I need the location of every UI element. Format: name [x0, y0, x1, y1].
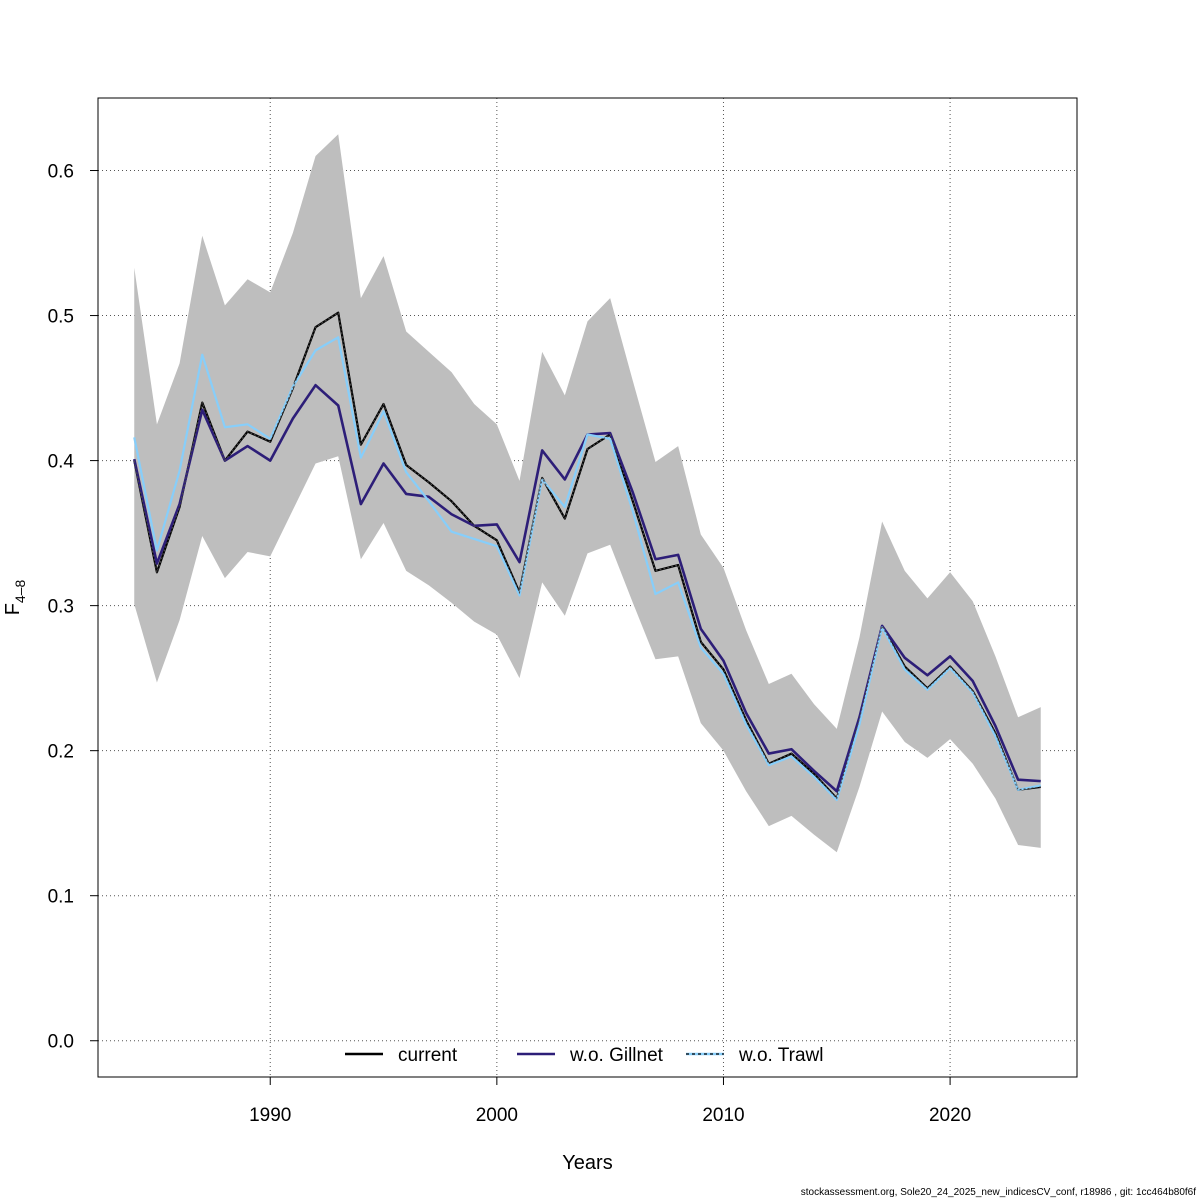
x-tick-label: 2020	[929, 1105, 971, 1126]
plot-frame	[97, 97, 1078, 1078]
legend-label-0: current	[398, 1045, 458, 1066]
x-tick-label: 2000	[476, 1105, 518, 1126]
y-axis-title-main: F	[2, 603, 24, 615]
legend-label-1: w.o. Gillnet	[569, 1045, 664, 1066]
confidence-band-layer	[134, 134, 1041, 853]
legend-label-2: w.o. Trawl	[738, 1045, 823, 1066]
legend: current w.o. Gillnet w.o. Trawl	[345, 1045, 823, 1066]
y-axis-title: F4–8	[2, 579, 28, 615]
x-axis: 1990 2000 2010 2020	[249, 1076, 971, 1126]
y-tick-label: 0.0	[48, 1032, 74, 1053]
y-tick-label: 0.6	[48, 162, 74, 183]
y-tick-label: 0.2	[48, 742, 74, 763]
x-tick-label: 1990	[249, 1105, 291, 1126]
y-tick-label: 0.5	[48, 307, 74, 328]
series-overlay-dotted	[133, 311, 1041, 800]
y-tick-label: 0.4	[48, 452, 75, 473]
y-tick-label: 0.1	[48, 887, 74, 908]
y-axis: 0.0 0.1 0.2 0.3 0.4 0.5 0.6	[48, 162, 98, 1053]
x-axis-title: Years	[562, 1152, 612, 1174]
x-tick-label: 2010	[702, 1105, 744, 1126]
series-layer	[132, 311, 1041, 802]
y-axis-title-subscript: 4–8	[12, 579, 28, 603]
series-line-2	[133, 336, 1041, 802]
y-tick-label: 0.3	[48, 597, 74, 618]
footer-credit: stockassessment.org, Sole20_24_2025_new_…	[800, 1187, 1196, 1198]
grid-lines	[98, 98, 1077, 1077]
confidence-band	[134, 134, 1041, 853]
